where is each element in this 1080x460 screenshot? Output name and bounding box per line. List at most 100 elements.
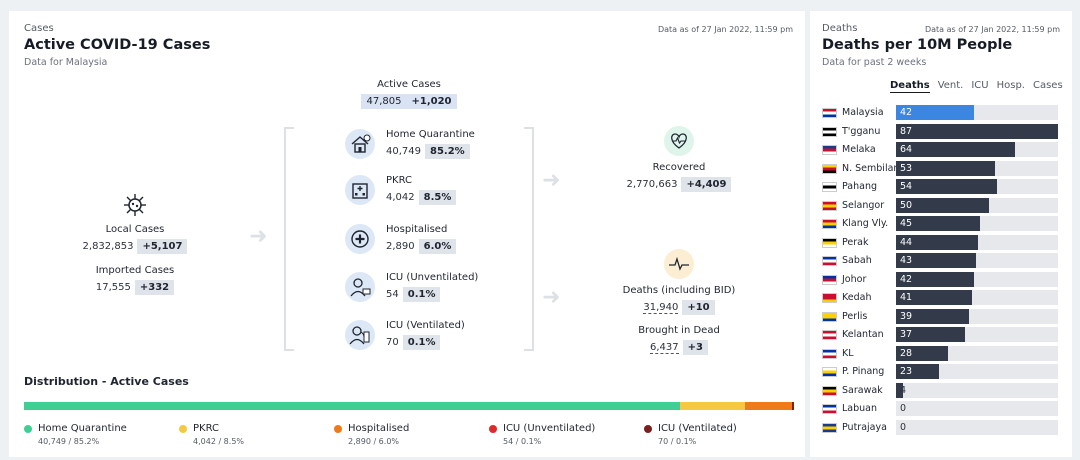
local-cases-node: Local Cases 2,832,853 +5,107 Imported Ca…	[80, 192, 190, 295]
legend-label: Home Quarantine	[38, 423, 127, 434]
bar-value: 23	[900, 366, 913, 377]
state-name: Sarawak	[842, 384, 883, 396]
flag-icon	[822, 219, 837, 229]
state-name: Klang Vly.	[842, 218, 889, 229]
deaths-value[interactable]: 31,940	[643, 301, 679, 314]
active-cases-label: Active Cases	[377, 79, 441, 90]
state-row: P. Pinang 23	[822, 364, 1060, 380]
bar-track[interactable]: 4	[896, 382, 1058, 398]
state-name: P. Pinang	[842, 366, 885, 377]
flag-icon	[822, 182, 837, 192]
bar-fill	[896, 308, 969, 324]
legend-sub: 70 / 0.1%	[658, 437, 697, 446]
bid-value[interactable]: 6,437	[650, 341, 679, 354]
legend-dot	[334, 424, 342, 433]
bar-value: 42	[900, 273, 913, 285]
local-cases-value: 2,832,853	[82, 241, 134, 252]
distribution-segment-1[interactable]	[680, 402, 746, 410]
left-bracket	[284, 127, 294, 351]
state-row: Sarawak 4	[822, 382, 1060, 399]
arrow-right-icon: ➜	[542, 168, 561, 193]
legend-dot	[644, 424, 652, 433]
bar-fill	[896, 142, 1016, 157]
flag-icon	[822, 422, 837, 433]
tab-icu[interactable]: ICU	[971, 80, 989, 91]
flag-icon	[822, 237, 837, 248]
state-name: Selangor	[842, 199, 885, 211]
distribution-segment-2[interactable]	[745, 402, 792, 410]
recovered-delta: +4,409	[681, 177, 732, 192]
state-row: Perlis 39	[822, 308, 1060, 325]
data-timestamp: Data as of 27 Jan 2022, 11:59 pm	[924, 25, 1060, 34]
bid-delta: +3	[682, 340, 708, 355]
hospitalised-item: Hospitalised 2,890 6.0%	[345, 224, 495, 264]
bar-track[interactable]: 39	[896, 308, 1058, 324]
deaths-panel: Deaths Data as of 27 Jan 2022, 11:59 pm …	[810, 11, 1072, 457]
flag-icon	[822, 311, 837, 322]
bar-value: 28	[900, 347, 913, 359]
bar-track[interactable]: 28	[896, 345, 1058, 361]
icu-ventilated-pct: 0.1%	[402, 335, 441, 350]
legend-sub: 54 / 0.1%	[503, 437, 542, 446]
bid-label: Brought in Dead	[638, 325, 720, 336]
distribution-segment-0[interactable]	[24, 402, 681, 410]
home-quarantine-pct: 85.2%	[425, 144, 470, 159]
recovered-node: Recovered 2,770,663 +4,409	[619, 126, 739, 192]
bar-fill	[896, 364, 939, 379]
bar-track[interactable]: 54	[896, 179, 1058, 194]
home-quarantine-value: 40,749	[386, 146, 421, 157]
medical-cross-icon	[345, 224, 375, 254]
icu-ventilated-value: 70	[386, 337, 399, 348]
tab-cases[interactable]: Cases	[1032, 80, 1063, 91]
bar-track[interactable]: 87	[896, 123, 1058, 139]
state-name: Perak	[842, 236, 869, 248]
distribution-segment-3[interactable]	[791, 402, 793, 410]
legend-sub: 4,042 / 8.5%	[193, 437, 245, 446]
state-row: Sabah 43	[822, 253, 1060, 269]
state-row: Kelantan 37	[822, 327, 1060, 343]
bar-track[interactable]: 64	[896, 142, 1058, 157]
legend-label: PKRC	[193, 423, 220, 434]
bar-track[interactable]: 0	[896, 401, 1058, 416]
deaths-label: Deaths (including BID)	[622, 285, 736, 296]
bar-track[interactable]: 42	[896, 105, 1058, 120]
tab-deaths[interactable]: Deaths	[890, 80, 930, 93]
panel-title: Active COVID-19 Cases	[24, 37, 211, 53]
bar-fill	[896, 123, 1058, 139]
bar-track[interactable]: 42	[896, 271, 1058, 287]
heartbeat-icon	[664, 126, 694, 156]
bar-fill	[896, 160, 995, 176]
bar-track[interactable]: 43	[896, 253, 1058, 268]
house-icon	[345, 129, 375, 159]
bar-value: 41	[900, 292, 913, 303]
state-row: Perak 44	[822, 234, 1060, 251]
distribution-segment-4[interactable]	[792, 402, 794, 410]
bar-fill	[896, 179, 997, 194]
legend-icu-unventilated: ICU (Unventilated) 54 / 0.1%	[489, 423, 595, 446]
bar-track[interactable]: 53	[896, 160, 1058, 176]
hospitalised-pct: 6.0%	[418, 239, 457, 254]
bar-value: 0	[900, 403, 907, 414]
bar-track[interactable]: 50	[896, 197, 1058, 213]
bar-fill	[896, 253, 977, 268]
tab-vent[interactable]: Vent.	[937, 80, 964, 91]
bar-track[interactable]: 45	[896, 216, 1058, 231]
icu-ventilated-item: ICU (Ventilated) 70 0.1%	[345, 320, 495, 360]
recovered-label: Recovered	[652, 162, 706, 173]
flag-icon	[822, 348, 837, 359]
bar-track[interactable]: 41	[896, 290, 1058, 305]
bar-fill	[896, 216, 980, 231]
tab-hosp[interactable]: Hosp.	[996, 80, 1025, 91]
state-row: N. Sembilan 53	[822, 160, 1060, 177]
flag-icon	[822, 145, 837, 155]
bar-track[interactable]: 23	[896, 364, 1058, 379]
bar-track[interactable]: 37	[896, 327, 1058, 342]
arrow-right-icon: ➜	[542, 285, 561, 310]
flag-icon	[822, 256, 837, 266]
active-cases-value: 47,805	[361, 94, 407, 109]
bar-track[interactable]: 0	[896, 419, 1058, 435]
local-cases-delta: +5,107	[137, 239, 188, 254]
legend-label: ICU (Unventilated)	[503, 423, 596, 434]
bar-value: 54	[900, 181, 913, 192]
bar-track[interactable]: 44	[896, 234, 1058, 250]
